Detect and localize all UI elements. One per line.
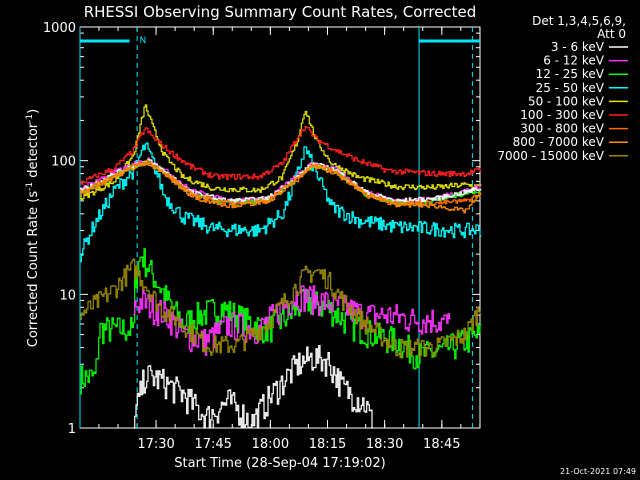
noise-trace <box>133 285 451 356</box>
legend-label: 25 - 50 keV <box>536 81 605 95</box>
flag-label: N <box>140 36 147 46</box>
x-tick-label: 18:15 <box>309 437 346 452</box>
series-line-4 <box>80 104 482 201</box>
x-tick-label: 18:00 <box>252 437 289 452</box>
x-tick-label: 18:30 <box>366 437 403 452</box>
timestamp-footer: 21-Oct-2021 07:49 <box>560 467 636 476</box>
legend-label: 300 - 800 keV <box>520 122 604 136</box>
legend-label: 100 - 300 keV <box>520 108 604 122</box>
series-layer: N <box>79 27 482 429</box>
noise-trace <box>133 345 374 429</box>
y-tick-label: 1000 <box>43 21 76 36</box>
legend-label: 50 - 100 keV <box>528 94 605 108</box>
series-line-8 <box>80 258 482 359</box>
x-tick-label: 18:45 <box>423 437 460 452</box>
legend-header-2: Att 0 <box>597 27 626 41</box>
series-line-7 <box>80 161 482 214</box>
y-tick-label: 100 <box>51 155 76 170</box>
noise-trace <box>80 248 482 395</box>
y-tick-label: 10 <box>59 288 76 303</box>
y-tick-label: 1 <box>68 422 76 437</box>
legend-header-1: Det 1,3,4,5,6,9, <box>532 14 626 28</box>
x-axis-label: Start Time (28-Sep-04 17:19:02) <box>174 456 385 471</box>
legend-label: 3 - 6 keV <box>551 40 605 54</box>
axes: 1 10 100 1000 17:30 17:45 18:00 18:15 18:30 18:45 <box>43 21 481 452</box>
plot-frame <box>79 26 481 429</box>
series-line-5 <box>80 126 482 185</box>
series-line-3 <box>80 142 482 263</box>
x-tick-label: 17:45 <box>194 437 231 452</box>
x-tick-label: 17:30 <box>137 437 174 452</box>
legend-label: 7000 - 15000 keV <box>497 149 604 163</box>
legend-label: 12 - 25 keV <box>536 67 605 81</box>
legend-label: 6 - 12 keV <box>543 54 605 68</box>
legend-label: 800 - 7000 keV <box>513 135 605 149</box>
chart-title: RHESSI Observing Summary Count Rates, Co… <box>84 3 477 21</box>
y-axis-label: Corrected Count Rate (s-1 detector-1) <box>25 109 41 347</box>
